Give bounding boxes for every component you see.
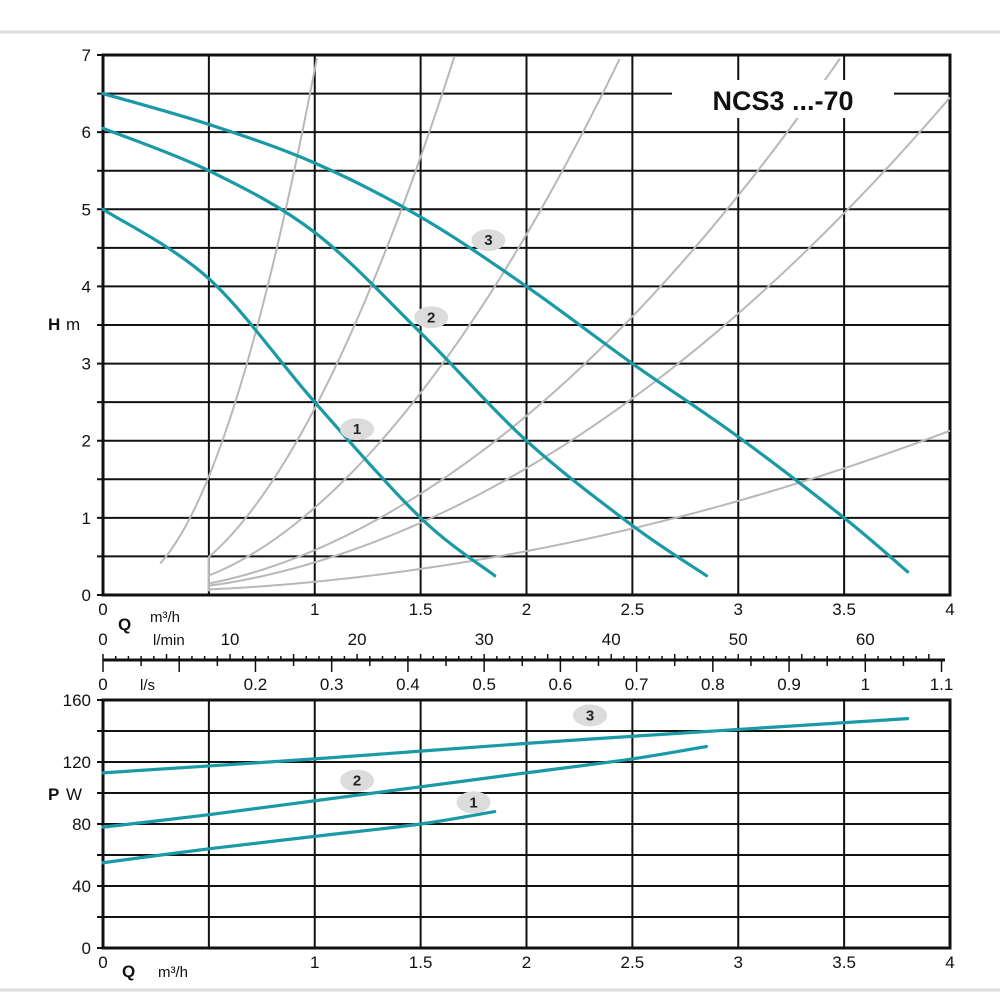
x-tick-label: 1.5 xyxy=(409,600,433,619)
ls-tick-label: 0.3 xyxy=(320,675,344,694)
x-tick-label: 2.5 xyxy=(621,600,645,619)
x-tick-label: 2 xyxy=(522,600,531,619)
curve-label-bubble xyxy=(340,418,375,441)
q-unit: m³/h xyxy=(158,964,188,981)
ls-tick-label: 0.6 xyxy=(549,675,573,694)
chart-title: NCS3 ...-70 xyxy=(672,80,894,118)
q-symbol: Q xyxy=(122,962,135,981)
system-curve xyxy=(207,429,951,592)
x-tick-label: 0 xyxy=(98,600,107,619)
curve-3 xyxy=(101,91,910,574)
x-tick-label: 1.5 xyxy=(409,953,433,972)
plot-frame xyxy=(101,698,952,950)
lmin-tick-label: 60 xyxy=(856,630,875,649)
x-tick-label: 1 xyxy=(310,600,319,619)
curve-2 xyxy=(101,126,709,578)
y-tick-label: 80 xyxy=(72,815,91,834)
system-curve xyxy=(207,96,951,592)
ls-tick-label: 0.8 xyxy=(701,675,725,694)
y-tick-label: 0 xyxy=(82,939,91,958)
y-tick-label: 160 xyxy=(63,691,91,710)
flow-unit-axes: 0 10 20 30 40 50 60 l/min 0 0.2 0.3 0.4 0.5 0.6 0.7 0.8… xyxy=(98,630,953,694)
y-tick-label: 1 xyxy=(82,509,91,528)
curve-label: 1 xyxy=(469,794,477,811)
curve-label: 2 xyxy=(427,309,435,326)
curve-label-bubble xyxy=(573,704,608,727)
chart-title-text: NCS3 ...-70 xyxy=(712,86,853,116)
curve-1 xyxy=(101,810,497,865)
y-axis-symbol: H xyxy=(48,315,60,334)
x-tick-label: 2 xyxy=(522,953,531,972)
ls-tick-label: 0.4 xyxy=(396,675,420,694)
curve-label: 2 xyxy=(353,773,361,790)
ls-unit: l/s xyxy=(140,677,155,694)
system-curve xyxy=(207,58,841,592)
y-axis-unit: m xyxy=(66,315,80,334)
y-tick-label: 4 xyxy=(82,277,91,296)
ls-tick-label: 1 xyxy=(861,675,870,694)
curve-label-bubble xyxy=(340,769,375,792)
curve-label-bubble xyxy=(414,306,449,329)
y-axis-unit: W xyxy=(66,785,82,804)
y-tick-label: 40 xyxy=(72,877,91,896)
lmin-unit: l/min xyxy=(153,632,185,649)
power-chart: 0 40 80 120 160 0 1 1.5 2 2.5 3 3.5 4 1 2 3 P W Q m³/h xyxy=(48,691,955,981)
curve-label-bubble xyxy=(456,791,491,814)
x-tick-label: 3 xyxy=(734,600,743,619)
lmin-tick-label: 0 xyxy=(98,630,107,649)
lmin-tick-label: 50 xyxy=(729,630,748,649)
ls-tick-label: 0.5 xyxy=(472,675,496,694)
curve-label: 1 xyxy=(353,421,361,438)
curve-2 xyxy=(101,744,709,829)
ls-tick-label: 0.9 xyxy=(777,675,801,694)
curve-label-bubble xyxy=(471,229,506,252)
curve-label: 3 xyxy=(586,708,594,725)
q-unit: m³/h xyxy=(150,609,180,626)
lmin-tick-label: 20 xyxy=(348,630,367,649)
x-tick-label: 1 xyxy=(310,953,319,972)
y-tick-label: 0 xyxy=(82,586,91,605)
x-tick-label: 3 xyxy=(734,953,743,972)
y-tick-label: 7 xyxy=(82,46,91,65)
system-curve xyxy=(207,58,621,592)
x-tick-label: 4 xyxy=(945,953,954,972)
lmin-tick-label: 30 xyxy=(475,630,494,649)
system-curve xyxy=(207,55,456,592)
curve-label: 3 xyxy=(484,232,492,249)
x-tick-label: 0 xyxy=(98,953,107,972)
system-curve xyxy=(159,58,318,565)
curve-1 xyxy=(101,207,497,578)
ls-tick-label: 1.1 xyxy=(930,675,954,694)
ls-tick-label: 0 xyxy=(98,675,107,694)
y-tick-label: 120 xyxy=(63,753,91,772)
ls-tick-label: 0.7 xyxy=(625,675,649,694)
head-chart: 0 1 2 3 4 5 6 7 0 1 1.5 2 2.5 3 3.5 4 1 2 3 H m Q m³/h xyxy=(48,46,955,634)
y-tick-label: 3 xyxy=(82,355,91,374)
q-symbol: Q xyxy=(118,615,131,634)
x-tick-label: 4 xyxy=(945,600,954,619)
curve-3 xyxy=(101,717,910,775)
x-tick-label: 3.5 xyxy=(832,953,856,972)
lmin-tick-label: 40 xyxy=(602,630,621,649)
x-tick-label: 2.5 xyxy=(621,953,645,972)
lmin-tick-label: 10 xyxy=(221,630,240,649)
x-tick-label: 3.5 xyxy=(832,600,856,619)
y-tick-label: 2 xyxy=(82,432,91,451)
ls-tick-label: 0.2 xyxy=(244,675,268,694)
y-tick-label: 5 xyxy=(82,200,91,219)
title-background xyxy=(672,80,894,118)
y-axis-symbol: P xyxy=(48,785,59,804)
y-tick-label: 6 xyxy=(82,123,91,142)
plot-frame xyxy=(101,53,952,597)
